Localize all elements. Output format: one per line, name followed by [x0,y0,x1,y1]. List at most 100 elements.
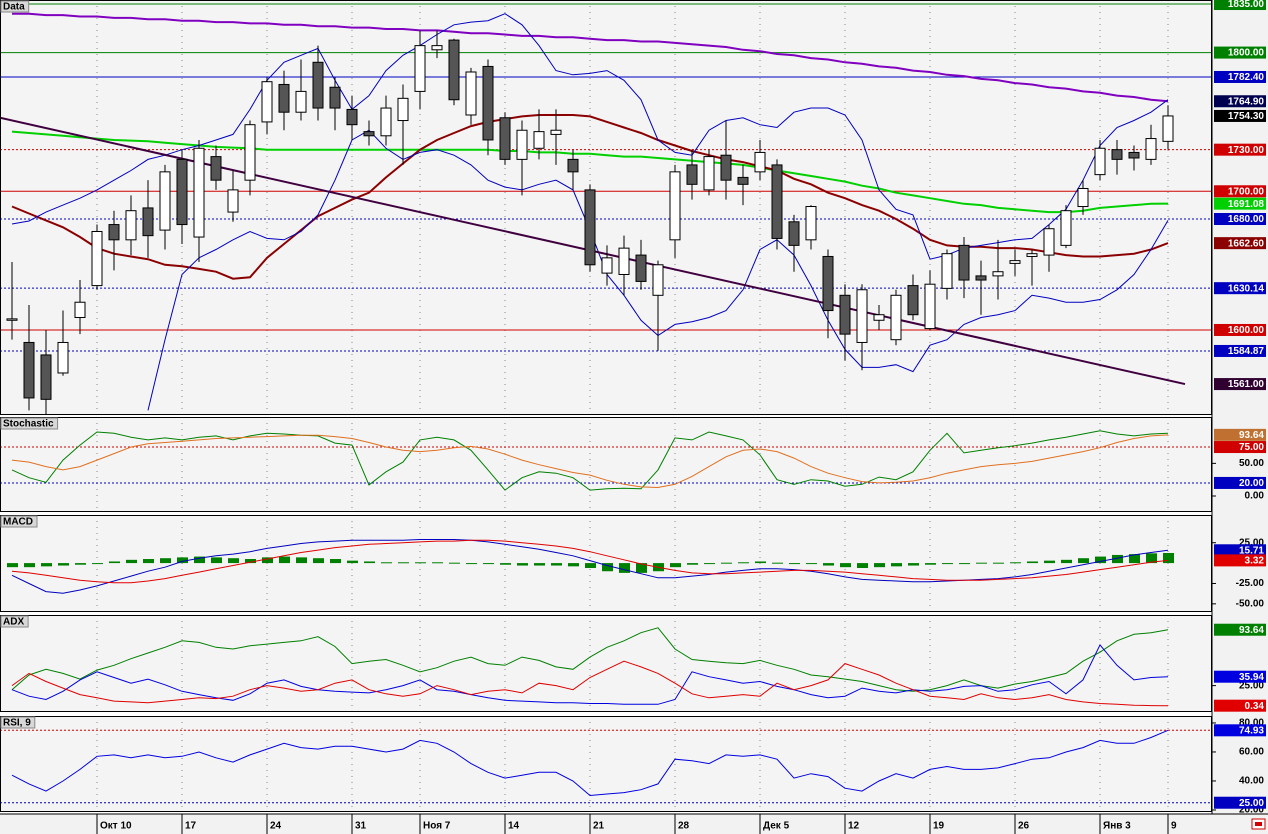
histogram-bar [1027,561,1038,564]
histogram-bar [228,558,239,564]
histogram-bar [568,563,579,567]
candle-body [1077,187,1089,208]
y-tick-label: 25.00 [1239,680,1264,691]
histogram-bar [1044,560,1055,564]
histogram-bar [1146,553,1157,564]
candle-body [210,156,222,181]
histogram-bar [432,562,443,564]
level-label: 1782.40 [1228,72,1265,83]
candle-body [6,318,18,321]
last-value-label-box [1214,197,1266,210]
level-label: 1730.00 [1228,145,1265,156]
level-label-box [1214,143,1266,156]
panel-title-box [0,0,30,13]
histogram-bar [704,563,715,565]
histogram-bar [857,563,868,568]
last-value-label-box [1214,428,1266,441]
last-value-label-box [1214,237,1266,250]
histogram-bar [993,562,1004,564]
candle-body [1162,115,1174,142]
indicator-line [11,13,1169,260]
candle-body [1026,253,1038,257]
last-value-label-box [1214,623,1266,636]
histogram-bar [721,562,732,564]
candle-body [57,341,69,374]
candle-body [1043,228,1055,256]
candle-body [550,129,562,135]
time-axis [0,814,1268,834]
y-tick-label: 20.00 [1239,805,1264,816]
candle-body [74,301,86,318]
level-label-box [1214,46,1266,59]
level-label: 1835.00 [1228,0,1265,10]
x-tick-label: Дек 5 [763,821,790,832]
candle-body [533,131,545,149]
candle-body [125,210,137,241]
last-value-label: 93.64 [1239,625,1264,636]
trend-label: 1561.00 [1228,379,1265,390]
candle-body [601,257,613,274]
x-tick-label: 28 [678,821,690,832]
histogram-bar [483,563,494,565]
last-value-label-box [1214,544,1266,557]
candle-body [1111,149,1123,160]
indicator-line [11,539,1169,584]
last-value-label: 1691.08 [1228,199,1265,210]
candle-body [312,61,324,109]
histogram-bar [534,563,545,566]
candle-body [397,97,409,122]
level-label-box [1214,185,1266,198]
candle-body [1145,138,1157,160]
candle-body [278,83,290,113]
last-value-label: 1662.60 [1228,238,1265,249]
candle-body [23,341,35,399]
candle-body [431,45,443,51]
y-tick-label: 80.00 [1239,718,1264,729]
indicator-line [11,660,1169,707]
histogram-bar [1112,554,1123,564]
y-tick-label: 50.00 [1239,458,1264,469]
histogram-bar [143,559,154,564]
x-tick-label: 24 [270,821,282,832]
x-tick-label: 19 [933,821,945,832]
candle-body [380,107,392,137]
candle-body [907,285,919,316]
level-label: 1680.00 [1228,214,1265,225]
x-tick-label: 21 [593,821,605,832]
histogram-bar [262,557,273,564]
candle-body [329,86,341,109]
panel-title-box [0,615,29,628]
scroll-icon-mark [1255,822,1262,826]
histogram-bar [755,561,766,564]
histogram-bar [211,557,222,564]
level-label-box [1214,323,1266,336]
histogram-bar [160,558,171,564]
candle-body [193,147,205,238]
histogram-bar [415,562,426,564]
histogram-bar [466,563,477,565]
histogram-bar [585,563,596,568]
indicator-line [11,729,1169,797]
panel-title-box [0,716,36,729]
candle-body [703,156,715,191]
x-tick-label: 12 [848,821,860,832]
last-value-label: 0.34 [1245,701,1265,712]
candle-body [958,244,970,281]
histogram-bar [959,563,970,565]
indicator-line [11,434,1169,489]
candle-body [261,81,273,123]
candle-body [635,254,647,282]
candle-body [839,294,851,335]
histogram-bar [177,557,188,564]
x-tick-label: 9 [1171,821,1177,832]
last-price-label: 1754.30 [1228,111,1265,122]
x-tick-label: Янв 3 [1103,821,1131,832]
histogram-bar [109,561,120,564]
histogram-bar [381,562,392,564]
candle-body [227,189,239,213]
histogram-bar [874,563,885,568]
level-label-box [1214,213,1266,226]
candle-body [363,131,375,137]
indicator-line [12,12,1169,103]
